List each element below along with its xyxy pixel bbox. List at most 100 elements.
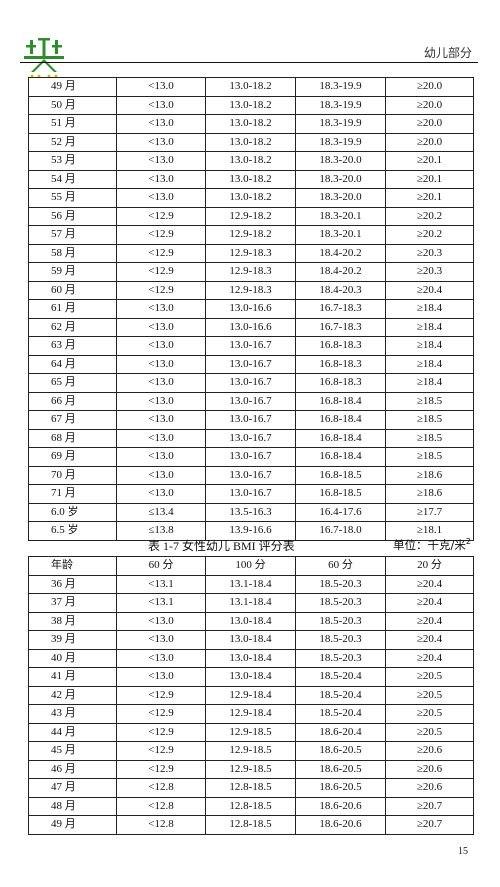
score-range-cell: 18.6-20.4: [295, 722, 386, 742]
score-range-cell: ≥20.4: [385, 611, 474, 631]
table-row: 42 月 <12.9 12.9-18.4 18.5-20.4 ≥20.5: [28, 685, 474, 705]
score-range-cell: <12.9: [116, 685, 206, 705]
age-cell: 68 月: [28, 428, 117, 448]
age-cell: 71 月: [28, 484, 117, 504]
table-caption: 表 1-7 女性幼儿 BMI 评分表 单位：千克/米2: [28, 535, 473, 553]
score-range-cell: 12.9-18.5: [205, 722, 296, 742]
table-row: 38 月 <13.0 13.0-18.4 18.5-20.3 ≥20.4: [28, 611, 474, 631]
age-cell: 36 月: [28, 574, 117, 594]
age-cell: 45 月: [28, 741, 117, 761]
age-cell: 69 月: [28, 447, 117, 467]
section-label: 幼儿部分: [423, 46, 472, 60]
score-range-cell: <13.0: [116, 447, 206, 467]
age-cell: 70 月: [28, 465, 117, 485]
score-range-cell: 18.5-20.3: [295, 574, 386, 594]
score-range-cell: <13.0: [116, 630, 206, 650]
table-row: 50 月 <13.0 13.0-18.2 18.3-19.9 ≥20.0: [28, 95, 474, 115]
score-range-cell: <13.1: [116, 593, 206, 613]
score-range-cell: 13.0-16.7: [205, 428, 296, 448]
table-unit: 单位：千克/米2: [393, 537, 471, 553]
score-range-cell: ≥18.1: [385, 521, 474, 541]
score-range-cell: 16.8-18.4: [295, 410, 386, 430]
score-range-cell: ≥20.6: [385, 741, 474, 761]
score-range-cell: <12.8: [116, 778, 206, 798]
score-range-cell: <12.9: [116, 206, 206, 226]
score-range-cell: <13.0: [116, 95, 206, 115]
age-cell: 49 月: [28, 77, 117, 97]
table-row: 41 月 <13.0 13.0-18.4 18.5-20.4 ≥20.5: [28, 667, 474, 687]
score-range-cell: <13.0: [116, 373, 206, 393]
table-row: 65 月 <13.0 13.0-16.7 16.8-18.3 ≥18.4: [28, 373, 474, 393]
table-title: 表 1-7 女性幼儿 BMI 评分表: [148, 539, 295, 553]
score-range-cell: <13.0: [116, 648, 206, 668]
score-range-cell: ≥17.7: [385, 502, 474, 522]
score-range-cell: 12.9-18.4: [205, 685, 296, 705]
table-row: 36 月 <13.1 13.1-18.4 18.5-20.3 ≥20.4: [28, 574, 474, 594]
score-range-cell: 12.9-18.4: [205, 704, 296, 724]
age-cell: 57 月: [28, 225, 117, 245]
header-rule: [20, 62, 478, 63]
score-range-cell: 18.3-19.9: [295, 95, 386, 115]
score-range-cell: ≥18.4: [385, 299, 474, 319]
table-row: 43 月 <12.9 12.9-18.4 18.5-20.4 ≥20.5: [28, 704, 474, 724]
score-range-cell: 13.0-18.4: [205, 611, 296, 631]
score-range-cell: 18.4-20.2: [295, 243, 386, 263]
score-range-cell: ≥20.1: [385, 169, 474, 189]
age-cell: 63 月: [28, 336, 117, 356]
score-range-cell: 18.3-19.9: [295, 114, 386, 134]
score-range-cell: ≥20.0: [385, 77, 474, 97]
table-row: 49 月 <12.8 12.8-18.5 18.6-20.6 ≥20.7: [28, 815, 474, 835]
column-header: 60 分: [295, 556, 386, 576]
table-row: 62 月 <13.0 13.0-16.6 16.7-18.3 ≥18.4: [28, 317, 474, 337]
table-row: 48 月 <12.8 12.8-18.5 18.6-20.6 ≥20.7: [28, 796, 474, 816]
score-range-cell: ≥20.7: [385, 796, 474, 816]
age-cell: 62 月: [28, 317, 117, 337]
age-cell: 40 月: [28, 648, 117, 668]
score-range-cell: 16.8-18.3: [295, 373, 386, 393]
score-range-cell: 13.0-16.7: [205, 373, 296, 393]
age-cell: 53 月: [28, 151, 117, 171]
score-range-cell: 12.8-18.5: [205, 796, 296, 816]
score-range-cell: 13.0-18.2: [205, 132, 296, 152]
score-range-cell: ≥20.3: [385, 262, 474, 282]
age-cell: 47 月: [28, 778, 117, 798]
score-range-cell: ≥20.3: [385, 243, 474, 263]
table-row: 47 月 <12.8 12.8-18.5 18.6-20.5 ≥20.6: [28, 778, 474, 798]
age-cell: 59 月: [28, 262, 117, 282]
age-cell: 67 月: [28, 410, 117, 430]
score-range-cell: 16.7-18.3: [295, 317, 386, 337]
score-range-cell: ≥18.6: [385, 465, 474, 485]
score-range-cell: 18.3-20.0: [295, 188, 386, 208]
age-cell: 61 月: [28, 299, 117, 319]
score-range-cell: 13.0-16.7: [205, 447, 296, 467]
age-cell: 54 月: [28, 169, 117, 189]
score-range-cell: 18.3-20.0: [295, 169, 386, 189]
score-range-cell: 12.9-18.2: [205, 225, 296, 245]
score-range-cell: 13.0-18.4: [205, 667, 296, 687]
table-row: 66 月 <13.0 13.0-16.7 16.8-18.4 ≥18.5: [28, 391, 474, 411]
score-range-cell: 12.9-18.3: [205, 280, 296, 300]
table-row: 45 月 <12.9 12.9-18.5 18.6-20.5 ≥20.6: [28, 741, 474, 761]
score-range-cell: 13.0-16.6: [205, 317, 296, 337]
score-range-cell: 12.9-18.2: [205, 206, 296, 226]
unit-superscript: 2: [465, 537, 471, 547]
score-range-cell: ≥20.4: [385, 630, 474, 650]
score-range-cell: ≥20.1: [385, 188, 474, 208]
score-range-cell: <12.8: [116, 815, 206, 835]
score-range-cell: 13.0-18.2: [205, 188, 296, 208]
score-range-cell: 18.4-20.3: [295, 280, 386, 300]
age-cell: 65 月: [28, 373, 117, 393]
age-cell: 66 月: [28, 391, 117, 411]
score-range-cell: <13.0: [116, 465, 206, 485]
score-range-cell: <13.0: [116, 114, 206, 134]
score-range-cell: ≥20.4: [385, 648, 474, 668]
score-range-cell: 13.0-18.2: [205, 77, 296, 97]
score-range-cell: 18.5-20.3: [295, 630, 386, 650]
score-range-cell: ≥18.5: [385, 391, 474, 411]
age-cell: 43 月: [28, 704, 117, 724]
score-range-cell: <13.0: [116, 151, 206, 171]
score-range-cell: <13.1: [116, 574, 206, 594]
score-range-cell: 13.0-16.7: [205, 465, 296, 485]
score-range-cell: 18.5-20.4: [295, 704, 386, 724]
unit-label: 单位：千克/米: [393, 538, 466, 552]
